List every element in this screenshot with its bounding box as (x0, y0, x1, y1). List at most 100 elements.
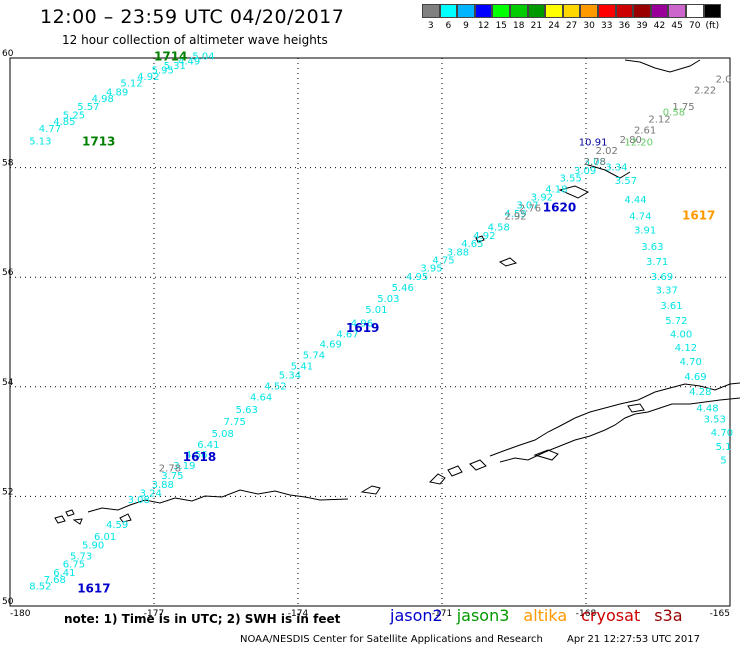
wave-height-value: 3.08 (128, 495, 150, 506)
color-swatch-2 (457, 4, 475, 18)
color-scale-label: 45 (671, 21, 683, 31)
wave-height-value: 4.52 (264, 382, 286, 393)
wave-height-value: 5.12 (120, 78, 142, 89)
wave-height-value: 4.92 (473, 231, 495, 242)
wave-height-value: 4.65 (461, 239, 483, 250)
color-swatch-13 (650, 4, 669, 18)
color-scale-unit: (ft) (705, 21, 720, 31)
wave-height-value: 5.46 (392, 283, 414, 294)
wave-height-value: 5.74 (303, 350, 325, 361)
pass-time-label: 1617 (77, 581, 110, 595)
lon-tick-label: -180 (10, 609, 31, 619)
wave-height-value: 4.64 (250, 393, 272, 404)
wave-height-value: 5.95 (152, 65, 174, 76)
wave-height-value: 3.34 (605, 162, 627, 173)
wave-height-value: 3.08 (584, 157, 606, 168)
nunivak-island (558, 185, 590, 199)
wave-height-value: 4.69 (684, 372, 706, 383)
color-swatch-11 (615, 4, 634, 18)
color-scale-label: 3 (427, 21, 434, 31)
map-subtitle: 12 hour collection of altimeter wave hei… (62, 33, 328, 47)
pass-labels: 1714 1713 1620 1617 1619 1618 1617 (77, 50, 715, 596)
wave-height-value: 2.78 (584, 157, 606, 168)
track-green-1620: 12.20 0.58 (624, 108, 685, 149)
wave-height-value: 3.63 (641, 242, 663, 253)
wave-height-value: 3.57 (615, 176, 637, 187)
color-scale-labels: 3 6 9 12 15 18 21 24 27 30 33 36 39 42 45 70 (ft) (422, 21, 721, 31)
wave-height-value: 4.56 (185, 450, 207, 461)
wave-height-value: 5.90 (82, 540, 104, 551)
wave-height-value: 4.48 (696, 403, 718, 414)
pribilof-islands (475, 235, 518, 267)
color-scale-label: 24 (548, 21, 560, 31)
wave-height-value: 3.09 (574, 166, 596, 177)
wave-height-value: 4.89 (106, 87, 128, 98)
color-swatch-5 (509, 4, 528, 18)
legend-altika: altika (523, 606, 568, 625)
color-scale-label: 21 (530, 21, 543, 31)
wave-height-value: 3.37 (656, 286, 678, 297)
unimak-island (533, 403, 645, 461)
wave-height-value: 6.41 (197, 440, 219, 451)
wave-height-value: 2.12 (648, 115, 670, 126)
color-scale-label: 70 (688, 21, 701, 31)
wave-height-value: 3.53 (704, 414, 726, 425)
legend-jason2: jason2 (390, 606, 443, 625)
wave-height-value: 4.18 (545, 184, 567, 195)
color-scale-label: 42 (653, 21, 666, 31)
color-scale-swatches (422, 4, 722, 18)
timestamp-text: Apr 21 12:27:53 UTC 2017 (567, 634, 700, 645)
axis-tick-labels: -180 -177 -174 -171 -168 -165 50 52 54 56 58 60 (2, 49, 730, 619)
wave-height-value: 3.75 (161, 471, 183, 482)
color-swatch-16 (703, 4, 722, 18)
wave-height-value: 4.67 (336, 329, 358, 340)
color-scale-label: 12 (477, 21, 490, 31)
color-scale-label: 15 (495, 21, 507, 31)
wave-height-value: 4.77 (39, 124, 61, 135)
wave-height-value: 5.01 (365, 305, 387, 316)
track-gray-1620: 2.922.76 2.782.022.802.612.121.752.222.0 (504, 75, 731, 223)
lon-tick-label: -168 (576, 609, 597, 619)
lat-tick-label: 58 (2, 159, 14, 169)
map-title: 12:00 – 23:59 UTC 04/20/2017 (40, 6, 345, 28)
legend-jason3: jason3 (456, 606, 510, 625)
note-text: note: 1) Time is in UTC; 2) SWH is in fe… (64, 612, 341, 626)
legend-s3a: s3a (654, 606, 683, 625)
wave-height-value: 4.92 (137, 72, 159, 83)
color-swatch-6 (527, 4, 546, 18)
wave-height-value: 5.41 (291, 361, 313, 372)
wave-height-value: 12.20 (624, 138, 653, 149)
wave-height-value: 4.75 (432, 256, 454, 267)
altimeter-tracks: 5.134.774.855.255.574.984.895.124.925.95… (29, 52, 733, 593)
wave-height-value: 7.68 (44, 575, 66, 586)
pass-time-label: 1713 (82, 135, 115, 149)
wave-height-value: 5.34 (279, 371, 301, 382)
color-scale-legend: 3 6 9 12 15 18 21 24 27 30 33 36 39 42 45 70 (ft) (422, 4, 722, 31)
legend-cryosat: cryosat (581, 606, 641, 625)
color-swatch-9 (580, 4, 598, 18)
wave-height-value: 3.24 (140, 488, 162, 499)
pass-time-label: 1714 (154, 50, 187, 64)
wave-height-value: 4.96 (351, 319, 373, 330)
color-swatch-7 (545, 4, 563, 18)
wave-height-value: 2.92 (504, 212, 526, 223)
track-1713-1714: 5.13 4.774.855.255.574.984.895.124.925.95… (29, 52, 214, 148)
pass-time-label: 1619 (346, 321, 379, 335)
wave-height-value: 4.58 (488, 223, 510, 234)
wave-height-value: 4.12 (675, 343, 697, 354)
pass-time-label: 1620 (543, 200, 576, 214)
lat-tick-label: 54 (2, 378, 14, 388)
color-scale-label: 27 (565, 21, 578, 31)
wave-height-value: 5.13 (29, 137, 51, 148)
wave-height-value: 8.52 (29, 582, 51, 593)
wave-height-value: 10.91 (579, 138, 608, 149)
wave-height-value: 4.44 (624, 195, 646, 206)
wave-height-value: 5.08 (212, 429, 234, 440)
wave-height-value: 5.73 (70, 551, 92, 562)
st-matthew-island (584, 59, 701, 179)
wave-height-value: 6.41 (53, 568, 75, 579)
wave-height-value: 5.25 (63, 110, 85, 121)
coastline (54, 59, 740, 525)
color-scale-label: 36 (618, 21, 631, 31)
wave-height-value: 4.70 (680, 357, 702, 368)
